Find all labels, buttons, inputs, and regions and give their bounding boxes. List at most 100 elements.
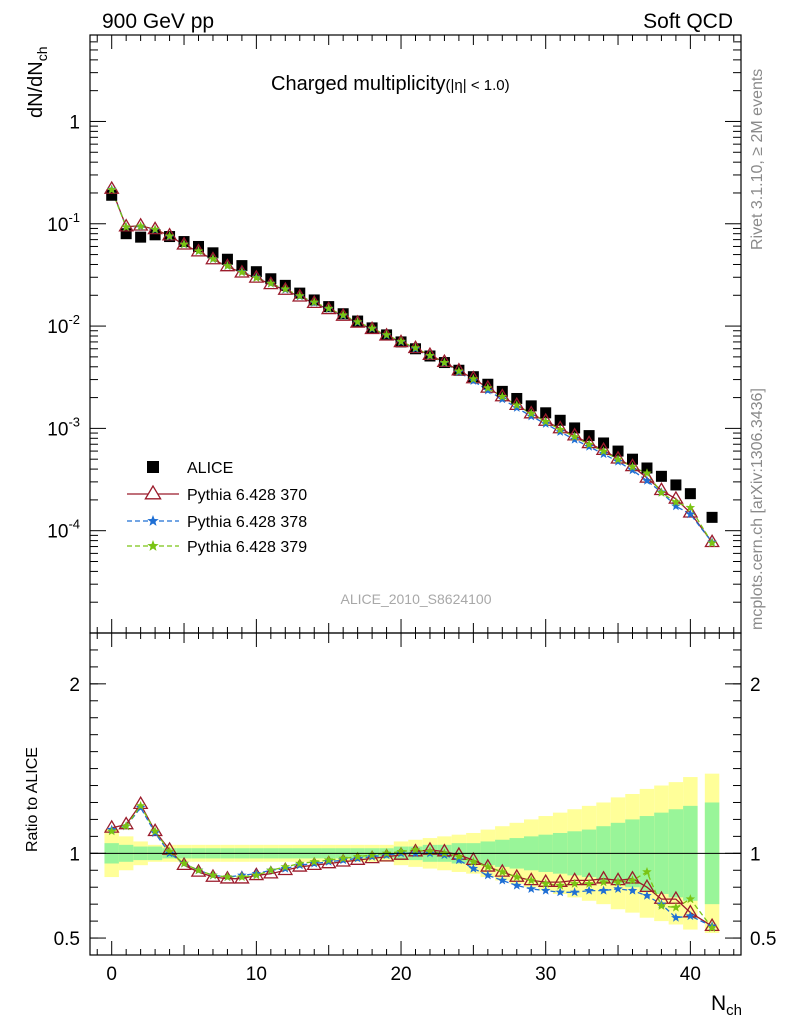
mc-point-379 (439, 357, 450, 367)
mc-ratio-point-378 (468, 863, 479, 873)
mc-point-379 (526, 408, 536, 418)
mc-ratio-point-378 (540, 885, 551, 895)
x-tick-label: 30 (535, 964, 556, 985)
mc-point-378 (627, 465, 638, 475)
mc-ratio-point-379 (569, 878, 580, 888)
y-tick-label: 10-2 (47, 312, 80, 338)
data-markers (103, 180, 720, 932)
mc-ratio-point-370 (349, 851, 366, 865)
legend-label: Pythia 6.428 378 (187, 514, 307, 531)
mc-point-379 (309, 297, 319, 307)
x-tick-label: 40 (680, 964, 701, 985)
x-axis-label: Nch (711, 992, 742, 1019)
mc-ratio-point-370 (378, 848, 395, 862)
mc-point-379 (381, 329, 392, 339)
mc-ratio-point-379 (251, 870, 262, 880)
mc-point-379 (584, 439, 594, 449)
mc-ratio-point-378 (569, 887, 580, 897)
title-text: Charged multiplicity (271, 73, 446, 95)
mc-ratio-point-378 (613, 883, 623, 893)
mc-ratio-point-370 (118, 816, 134, 830)
mc-point-379 (338, 310, 348, 320)
mc-point-370 (451, 362, 467, 376)
mc-ratio-point-379 (323, 855, 334, 865)
mc-point-379 (323, 303, 334, 313)
mc-ratio-point-379 (179, 858, 189, 868)
mc-point-370 (118, 218, 134, 232)
y-tick-label: 10-4 (47, 517, 80, 543)
alice-point (641, 462, 653, 474)
mc-ratio-point-379 (106, 826, 117, 836)
mc-point-379 (352, 316, 363, 326)
mc-ratio-point-378 (671, 912, 681, 922)
mc-point-379 (266, 278, 276, 288)
alice-point (706, 511, 718, 523)
mc-ratio-point-370 (407, 843, 424, 857)
mc-point-379 (569, 431, 580, 441)
mc-ratio-point-379 (598, 877, 609, 887)
mc-ratio-point-379 (613, 877, 623, 887)
xlabel-sub: ch (726, 1002, 742, 1019)
legend-label: Pythia 6.428 379 (187, 539, 307, 556)
legend-label: Pythia 6.428 370 (187, 487, 307, 504)
mc-ratio-point-379 (707, 922, 717, 932)
mc-point-379 (410, 342, 421, 352)
mc-point-370 (263, 276, 279, 290)
mc-ratio-point-379 (352, 851, 363, 861)
mc-point-379 (280, 284, 291, 294)
mc-point-379 (179, 239, 189, 249)
mc-ratio-point-370 (320, 855, 337, 869)
mc-point-379 (468, 374, 479, 383)
mc-point-379 (642, 468, 652, 478)
x-tick-label: 20 (390, 964, 411, 985)
mc-ratio-point-378 (526, 883, 536, 893)
mc-ratio-point-379 (584, 878, 594, 888)
main-y-label: dN/dNch (25, 47, 50, 119)
mc-ratio-point-379 (671, 902, 681, 912)
mc-ratio-point-378 (584, 885, 594, 895)
mc-point-379 (613, 454, 623, 464)
mc-point-379 (396, 336, 406, 346)
mc-ratio-point-370 (263, 865, 279, 879)
mc-ratio-point-379 (295, 858, 305, 868)
mc-point-379 (121, 222, 131, 232)
mc-point-379 (367, 323, 377, 333)
alice-point (135, 231, 147, 243)
mc-ratio-point-370 (335, 853, 351, 867)
mc-ratio-point-379 (396, 846, 406, 856)
mc-point-379 (150, 224, 160, 234)
mc-ratio-point-378 (598, 885, 609, 895)
ratio-y-tick-label-right: 0.5 (750, 929, 776, 950)
mc-ratio-point-370 (190, 863, 207, 877)
x-tick-label: 10 (246, 964, 267, 985)
x-tick-label: 0 (106, 964, 117, 985)
alice-point (496, 385, 508, 397)
alice-point (554, 414, 566, 426)
ratio-y-tick-label-right: 1 (750, 844, 761, 865)
ratio-y-tick-label: 1 (69, 844, 80, 865)
mc-point-379 (483, 383, 493, 392)
mc-ratio-point-379 (642, 867, 652, 876)
alice-point (684, 488, 696, 500)
mc-ratio-point-370 (291, 858, 308, 872)
mc-point-379 (497, 391, 508, 401)
mc-ratio-point-370 (306, 856, 323, 871)
alice-point (655, 470, 667, 482)
mc-ratio-point-379 (497, 867, 508, 876)
analysis-id: ALICE_2010_S8624100 (340, 591, 491, 607)
header-right: Soft QCD (643, 10, 733, 33)
mc-ratio-point-379 (468, 856, 479, 866)
legend-marker-star (147, 515, 159, 526)
mc-ratio-point-379 (237, 872, 247, 882)
mc-ratio-point-378 (512, 880, 522, 890)
mc-ratio-point-378 (454, 855, 464, 865)
mc-ratio-point-379 (410, 844, 421, 854)
mc-ratio-point-379 (526, 875, 536, 885)
mc-point-370 (422, 346, 438, 360)
mc-ratio-point-378 (627, 885, 638, 895)
mc-point-379 (555, 424, 565, 434)
mcplots-source: mcplots.cern.ch [arXiv:1306.3436] (749, 388, 766, 630)
mc-point-379 (208, 254, 218, 264)
mc-point-379 (106, 184, 117, 194)
y-tick-label: 1 (69, 112, 80, 133)
